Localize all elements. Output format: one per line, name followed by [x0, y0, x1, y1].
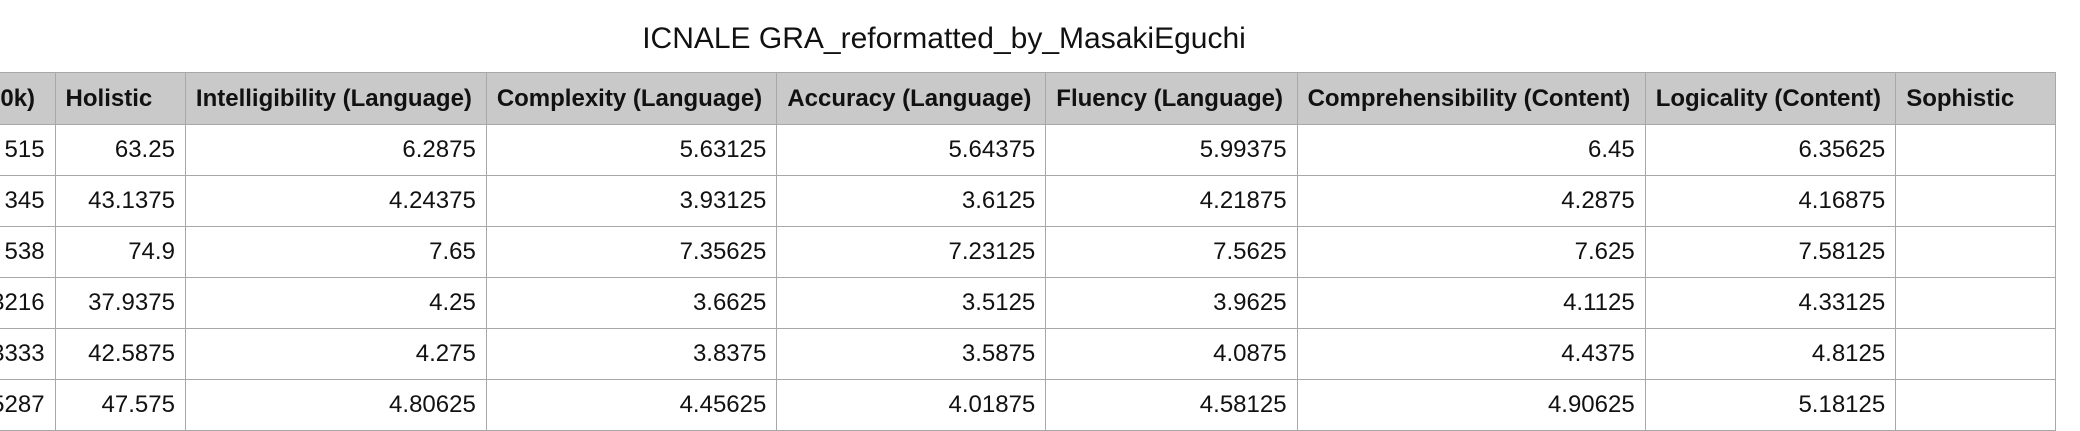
table-cell[interactable]: 43.1375 — [54, 175, 186, 227]
spreadsheet-table: 00k) Holistic Intelligibility (Language)… — [0, 72, 2056, 431]
table-cell[interactable]: 7.58125 — [1644, 226, 1897, 278]
table-cell[interactable]: 4.4375 — [1296, 328, 1646, 380]
table-cell[interactable]: 7.23125 — [776, 226, 1047, 278]
table-cell[interactable]: 3216 — [0, 277, 56, 329]
table-cell[interactable]: 345 — [0, 175, 56, 227]
table-cell[interactable]: 47.575 — [54, 379, 186, 431]
table-cell[interactable]: 6.2875 — [184, 124, 487, 176]
column-header[interactable]: Complexity (Language) — [485, 72, 778, 125]
table-cell[interactable] — [1895, 328, 2056, 380]
table-cell[interactable]: 3.6125 — [776, 175, 1047, 227]
table-cell[interactable]: 4.80625 — [184, 379, 487, 431]
table-cell[interactable]: 37.9375 — [54, 277, 186, 329]
column-header[interactable]: Holistic — [54, 72, 186, 125]
table-cell[interactable]: 3.93125 — [485, 175, 778, 227]
column-header[interactable]: Fluency (Language) — [1045, 72, 1298, 125]
table-cell[interactable]: 538 — [0, 226, 56, 278]
table-cell[interactable]: 3.5875 — [776, 328, 1047, 380]
table-row: 515 63.25 6.2875 5.63125 5.64375 5.99375… — [0, 124, 2056, 176]
table-cell[interactable]: 5.18125 — [1644, 379, 1897, 431]
table-cell[interactable] — [1895, 175, 2056, 227]
table-cell[interactable]: 4.16875 — [1644, 175, 1897, 227]
table-cell[interactable]: 7.65 — [184, 226, 487, 278]
table-cell[interactable]: 4.90625 — [1296, 379, 1646, 431]
table-cell[interactable]: 5.99375 — [1045, 124, 1298, 176]
table-cell[interactable]: 4.45625 — [485, 379, 778, 431]
table-cell[interactable] — [1895, 379, 2056, 431]
table-cell[interactable]: 3.5125 — [776, 277, 1047, 329]
table-cell[interactable]: 4.0875 — [1045, 328, 1298, 380]
table-cell[interactable]: 5.64375 — [776, 124, 1047, 176]
column-header[interactable]: Intelligibility (Language) — [184, 72, 487, 125]
table-cell[interactable]: 6.35625 — [1644, 124, 1897, 176]
table-cell[interactable] — [1895, 124, 2056, 176]
table-cell[interactable]: 3333 — [0, 328, 56, 380]
spreadsheet-viewport[interactable]: 00k) Holistic Intelligibility (Language)… — [0, 72, 2080, 431]
sheet-title: ICNALE GRA_reformatted_by_MasakiEguchi — [642, 22, 1246, 55]
table-cell[interactable]: 7.625 — [1296, 226, 1646, 278]
table-cell[interactable]: 74.9 — [54, 226, 186, 278]
table-cell[interactable]: 4.25 — [184, 277, 487, 329]
table-cell[interactable]: 4.2875 — [1296, 175, 1646, 227]
column-header[interactable]: Sophistic — [1895, 72, 2056, 125]
column-header[interactable]: Comprehensibility (Content) — [1296, 72, 1646, 125]
table-cell[interactable]: 4.24375 — [184, 175, 487, 227]
table-cell[interactable]: 4.33125 — [1644, 277, 1897, 329]
table-cell[interactable]: 6.45 — [1296, 124, 1646, 176]
table-cell[interactable]: 42.5875 — [54, 328, 186, 380]
table-cell[interactable]: 7.35625 — [485, 226, 778, 278]
table-cell[interactable] — [1895, 277, 2056, 329]
table-cell[interactable]: 4.01875 — [776, 379, 1047, 431]
table-row: 3333 42.5875 4.275 3.8375 3.5875 4.0875 … — [0, 328, 2056, 380]
column-header[interactable]: Accuracy (Language) — [776, 72, 1047, 125]
table-cell[interactable]: 4.21875 — [1045, 175, 1298, 227]
table-cell[interactable]: 63.25 — [54, 124, 186, 176]
table-cell[interactable]: 3.6625 — [485, 277, 778, 329]
table-row: 345 43.1375 4.24375 3.93125 3.6125 4.218… — [0, 175, 2056, 227]
table-row: 3216 37.9375 4.25 3.6625 3.5125 3.9625 4… — [0, 277, 2056, 329]
table-cell[interactable]: 4.1125 — [1296, 277, 1646, 329]
table-cell[interactable]: 5.63125 — [485, 124, 778, 176]
table-cell[interactable]: 3.8375 — [485, 328, 778, 380]
header-row: 00k) Holistic Intelligibility (Language)… — [0, 72, 2056, 125]
table-cell[interactable]: 4.58125 — [1045, 379, 1298, 431]
table-row: 538 74.9 7.65 7.35625 7.23125 7.5625 7.6… — [0, 226, 2056, 278]
column-header[interactable]: 00k) — [0, 72, 56, 125]
table-cell[interactable]: 515 — [0, 124, 56, 176]
column-header[interactable]: Logicality (Content) — [1644, 72, 1897, 125]
table-cell[interactable]: 3.9625 — [1045, 277, 1298, 329]
table-cell[interactable]: 7.5625 — [1045, 226, 1298, 278]
table-cell[interactable]: 4.275 — [184, 328, 487, 380]
table-cell[interactable] — [1895, 226, 2056, 278]
table-cell[interactable]: 4.8125 — [1644, 328, 1897, 380]
